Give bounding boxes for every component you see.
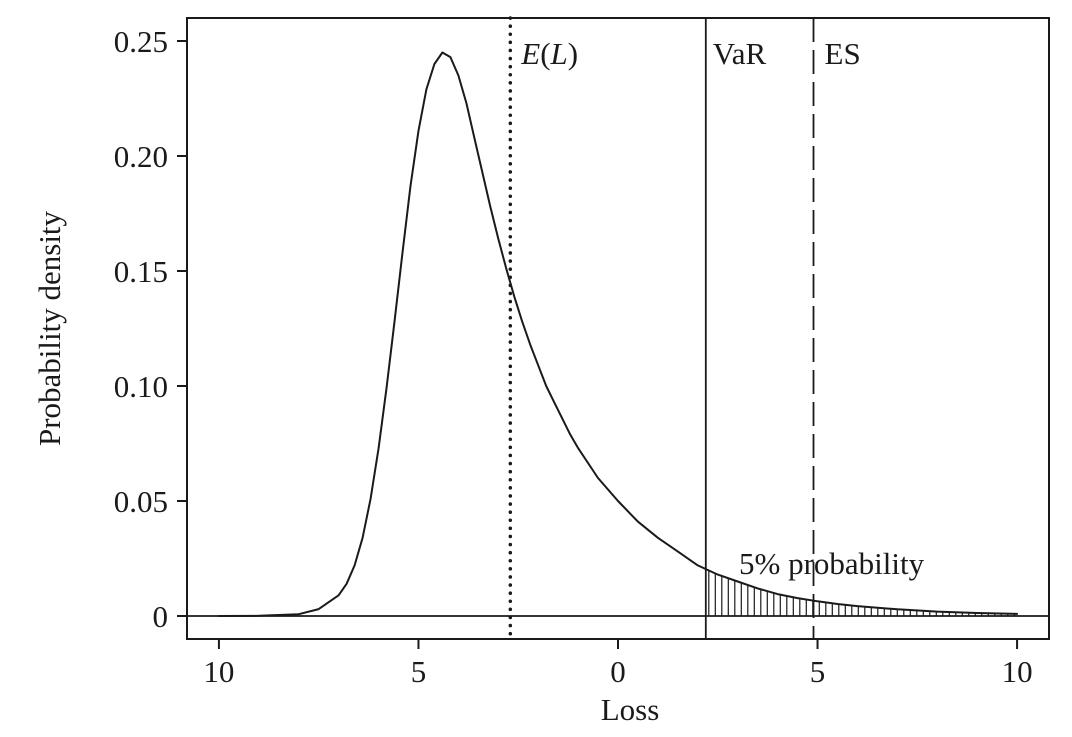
expected-loss-label-open-paren: (	[540, 36, 550, 71]
x-tick-label-3: 5	[810, 654, 826, 689]
x-tick-label-0: 10	[203, 654, 234, 689]
y-tick-label-3: 0.15	[114, 254, 168, 289]
tail-probability-label: 5% probability	[739, 546, 925, 581]
density-curve	[217, 51, 1019, 617]
x-axis-title: Loss	[601, 692, 660, 727]
expected-loss-label: E(L)	[520, 36, 578, 71]
var-label: VaR	[713, 36, 767, 71]
y-tick-label-4: 0.20	[114, 139, 168, 174]
expected-loss-label-e: E	[520, 36, 540, 71]
density-curve-layer	[217, 51, 1019, 617]
y-axis-title: Probability density	[32, 210, 67, 446]
es-label: ES	[825, 36, 861, 71]
x-tick-label-2: 0	[610, 654, 626, 689]
reference-lines-layer	[508, 16, 815, 641]
ticks-layer	[177, 40, 1019, 649]
labels-layer: 10 5 0 5 10 0 0.05 0.10 0.15 0.20 0.25 Loss Probabil…	[32, 24, 1033, 727]
y-tick-label-0: 0	[153, 599, 169, 634]
x-tick-label-1: 5	[411, 654, 427, 689]
y-tick-label-1: 0.05	[114, 484, 168, 519]
y-tick-label-2: 0.10	[114, 369, 168, 404]
expected-loss-label-l: L	[550, 36, 568, 71]
y-tick-label-5: 0.25	[114, 24, 168, 59]
x-tick-label-4: 10	[1002, 654, 1033, 689]
expected-loss-label-close-paren: )	[568, 36, 578, 71]
